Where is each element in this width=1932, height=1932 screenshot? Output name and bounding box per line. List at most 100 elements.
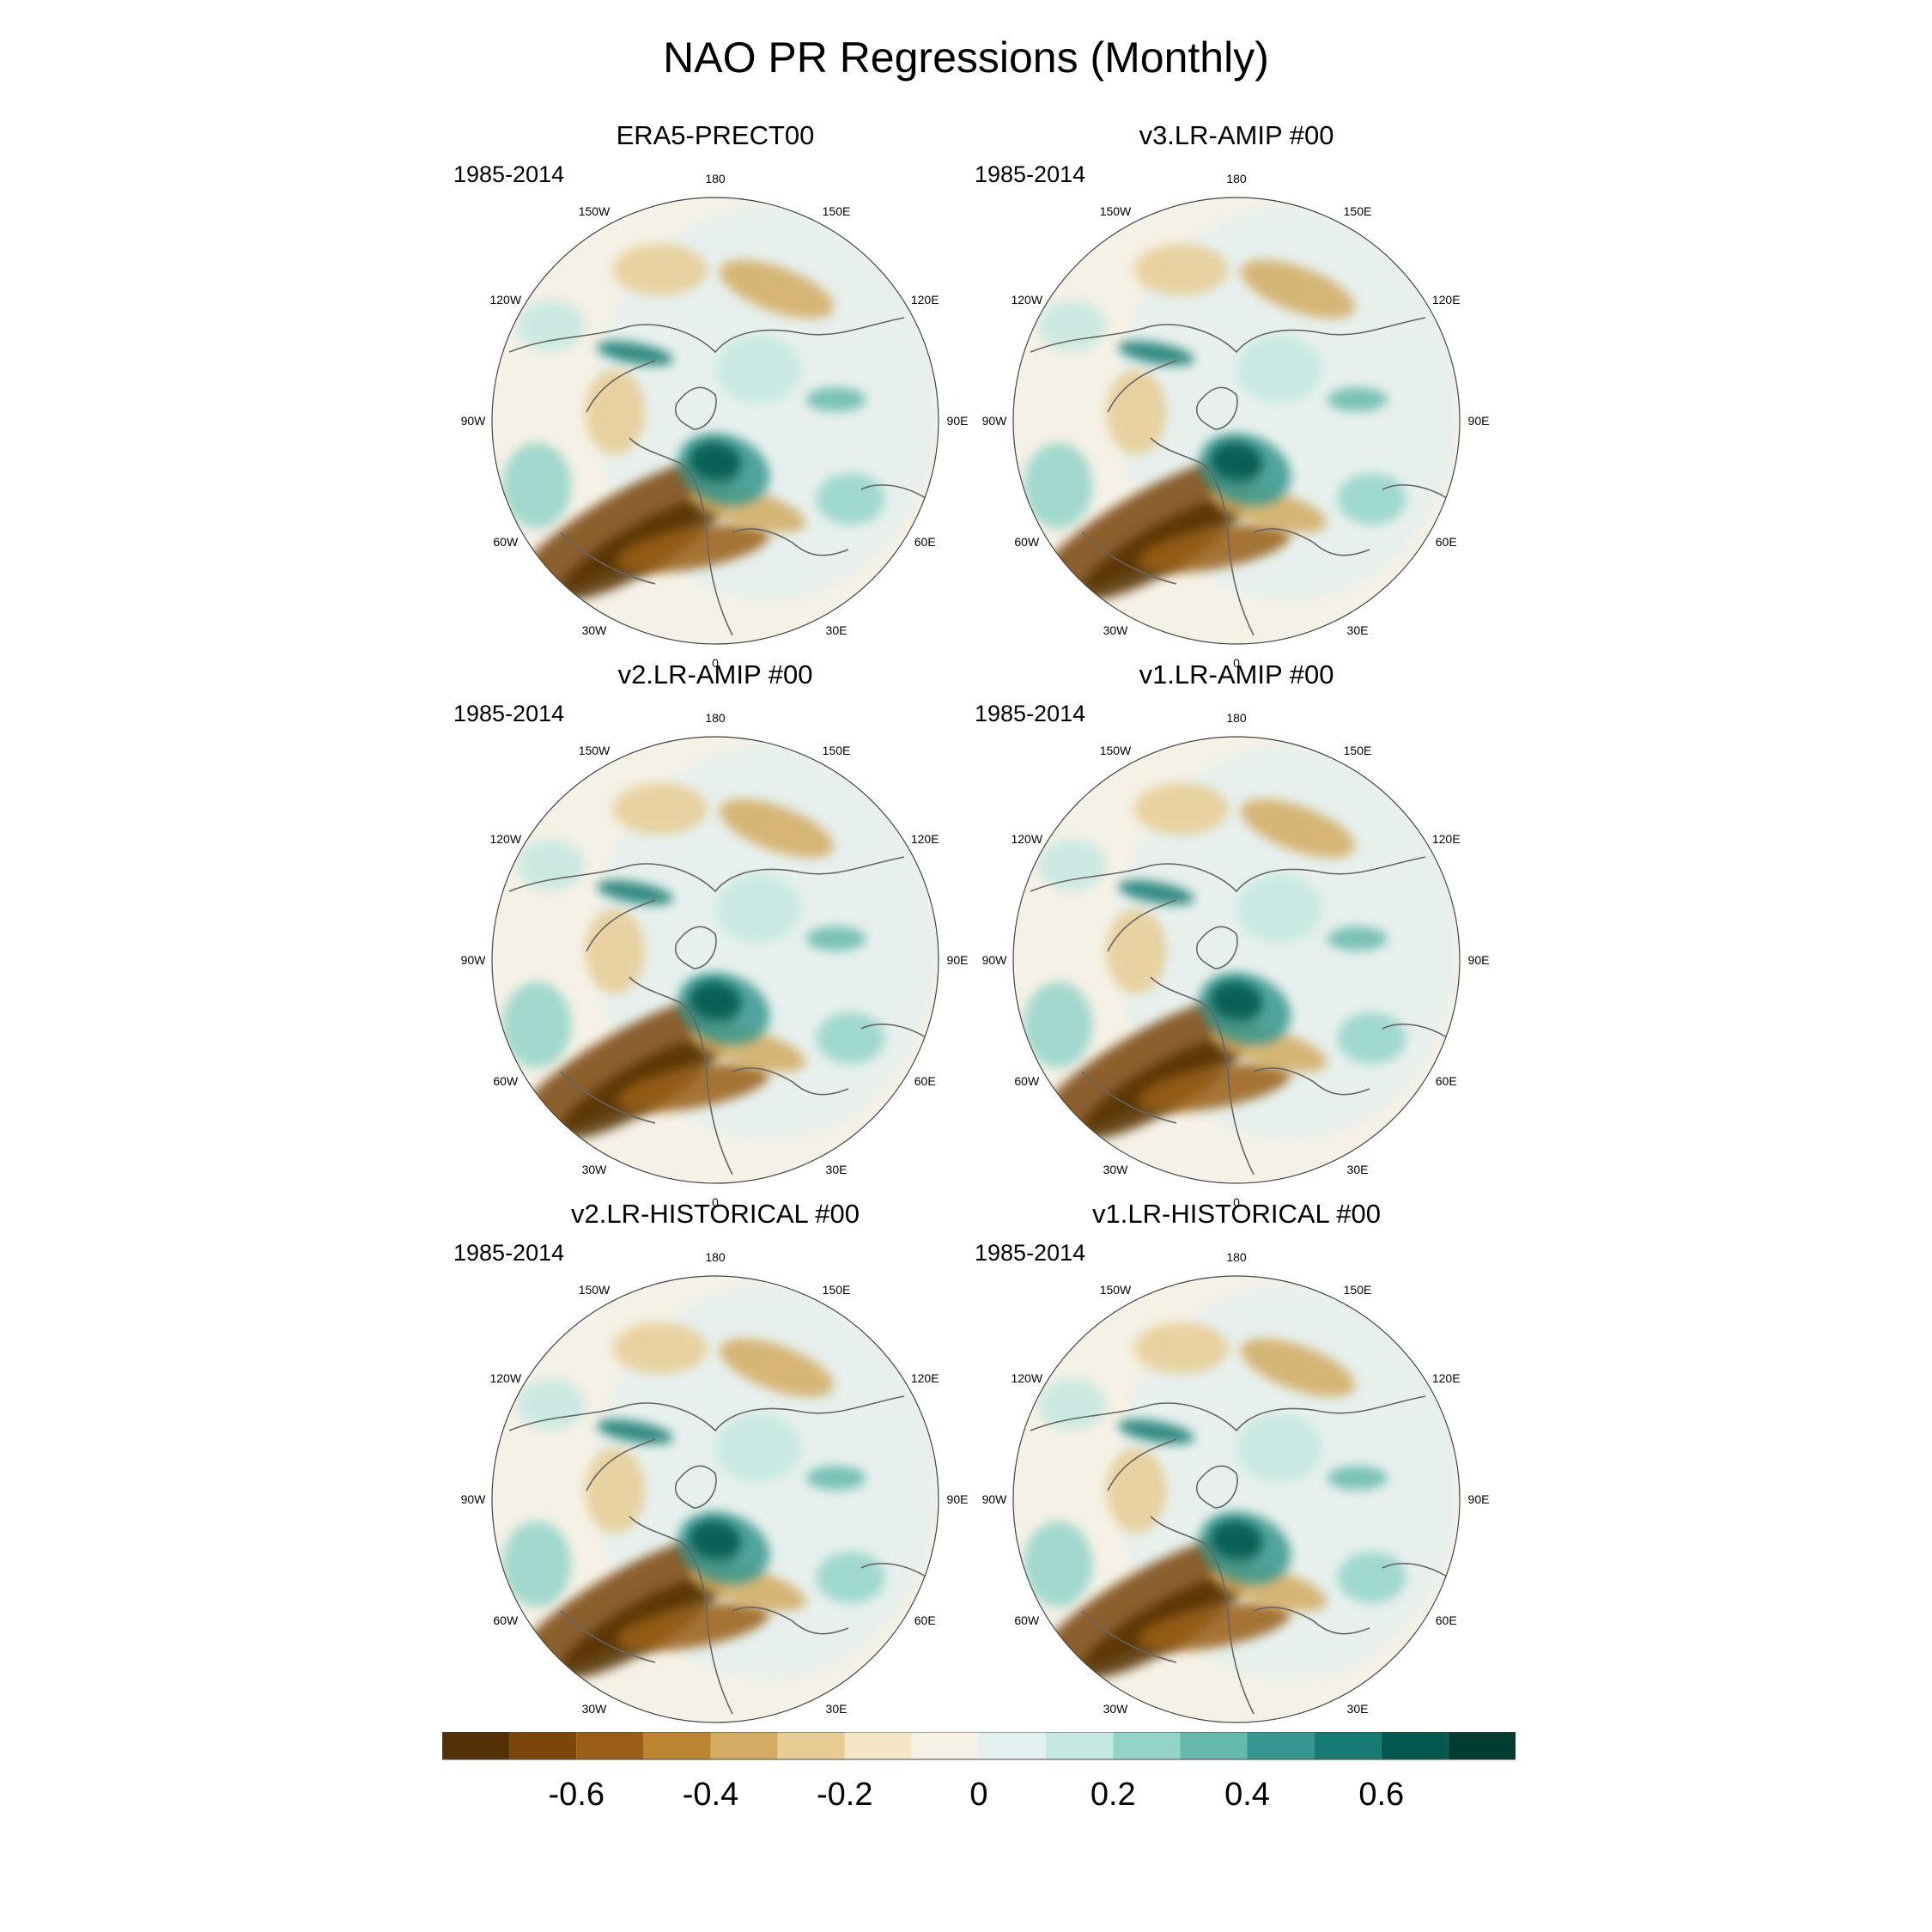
longitude-label: 150W: [579, 744, 611, 757]
anomaly-region: [715, 874, 802, 944]
panel-title: v1.LR-HISTORICAL #00: [1092, 1199, 1381, 1229]
longitude-label: 120E: [1432, 293, 1461, 307]
longitude-label: 90E: [1468, 953, 1490, 967]
coastline: [1081, 1071, 1177, 1124]
colorbar-swatch: [1247, 1732, 1315, 1759]
anomaly-region: [516, 839, 586, 891]
polar-map: 180 150E 120E 90E 60E 30E 0 30W 60W 90W 120W 150W: [982, 711, 1490, 1209]
map-panel: v3.LR-AMIP #00 1985-2014 180 150E 120E 90E 6…: [975, 120, 1494, 670]
longitude-label: 150W: [1100, 204, 1132, 218]
colorbar-tick-label: -0.2: [817, 1777, 872, 1813]
longitude-label: 30E: [1347, 623, 1369, 637]
anomaly-region: [1034, 994, 1261, 1138]
anomaly-region: [1236, 1413, 1323, 1483]
longitude-label: 180: [705, 172, 726, 185]
longitude-label: 150E: [823, 744, 851, 757]
panel-period: 1985-2014: [975, 701, 1086, 726]
anomaly-region: [1133, 783, 1229, 835]
longitude-label: 150E: [1344, 1283, 1372, 1297]
anomaly-region: [1118, 880, 1194, 905]
longitude-label: 90W: [982, 953, 1008, 967]
longitude-label: 60W: [1014, 1613, 1040, 1627]
coastline: [508, 856, 905, 893]
anomaly-region: [612, 783, 708, 835]
longitude-label: 120W: [489, 293, 521, 307]
coastline: [1382, 1563, 1448, 1577]
anomaly-region: [816, 473, 885, 525]
coastline: [1030, 856, 1426, 893]
colorbar-swatch: [442, 1732, 510, 1759]
panel-title: v2.LR-HISTORICAL #00: [571, 1199, 860, 1229]
coastline: [1107, 899, 1177, 952]
colorbar-swatch: [509, 1732, 577, 1759]
colorbar-swatch: [777, 1732, 845, 1759]
longitude-label: 30E: [826, 1163, 848, 1176]
longitude-label: 120E: [1432, 832, 1461, 846]
coastline: [1030, 317, 1426, 354]
anomaly-region: [1211, 981, 1262, 1020]
longitude-label: 180: [705, 711, 726, 725]
longitude-label: 120W: [1011, 293, 1042, 307]
coastline: [860, 1563, 927, 1577]
longitude-label: 150W: [579, 1283, 611, 1297]
colorbar-swatch: [1314, 1732, 1382, 1759]
map-panel: ERA5-PRECT00 1985-2014 180 150E 120E 90E 60E…: [453, 120, 973, 670]
anomaly-region: [1133, 244, 1229, 296]
anomaly-region: [1327, 1466, 1388, 1491]
anomaly-region: [516, 300, 586, 352]
coastline: [560, 1610, 656, 1663]
map-frame: [491, 197, 939, 645]
coastline: [1253, 528, 1370, 556]
longitude-label: 60E: [914, 1074, 936, 1088]
coastline: [586, 360, 656, 413]
coastline: [1253, 1607, 1370, 1635]
longitude-label: 60E: [1436, 1613, 1457, 1627]
anomaly-region: [597, 1419, 673, 1444]
coastline: [586, 899, 656, 952]
longitude-label: 30E: [826, 1702, 848, 1716]
coastline: [629, 1516, 733, 1715]
anomaly-region: [720, 1338, 834, 1398]
colorbar-swatch: [1180, 1732, 1248, 1759]
longitude-label: 150W: [579, 204, 611, 218]
colorbar-swatch: [979, 1732, 1047, 1759]
anomaly-region: [1118, 341, 1194, 366]
coastline: [860, 1024, 927, 1038]
longitude-label: 90E: [947, 1492, 969, 1506]
anomaly-region: [1138, 1602, 1291, 1651]
longitude-label: 30E: [1347, 1702, 1369, 1716]
longitude-label: 90E: [1468, 1492, 1490, 1506]
coastline: [1030, 1395, 1426, 1432]
longitude-label: 120W: [489, 1371, 521, 1385]
coastline: [1382, 1024, 1448, 1038]
anomaly-region: [1211, 1520, 1262, 1559]
anomaly-region: [1118, 1419, 1194, 1444]
anomaly-region: [612, 1322, 708, 1375]
anomaly-region: [1327, 387, 1388, 412]
longitude-label: 120W: [489, 832, 521, 846]
anomaly-region: [1236, 335, 1323, 404]
colorbar-tick-label: 0.2: [1091, 1777, 1136, 1813]
longitude-label: 60E: [914, 535, 936, 549]
anomaly-region: [585, 368, 646, 455]
map-frame: [1012, 197, 1461, 645]
colorbar-swatch: [1448, 1732, 1516, 1759]
polar-map: 180 150E 120E 90E 60E 30E 0 30W 60W 90W 120W 150W: [982, 172, 1490, 670]
anomaly-region: [1337, 1552, 1406, 1603]
longitude-label: 30E: [1347, 1163, 1369, 1176]
anomaly-region: [1037, 839, 1107, 891]
coastline: [732, 1607, 849, 1635]
map-panel: v2.LR-AMIP #00 1985-2014 180 150E 120E 90E 6…: [453, 659, 973, 1209]
coastline: [860, 484, 927, 499]
longitude-label: 120W: [1011, 1371, 1042, 1385]
colorbar-tick-label: 0: [969, 1777, 987, 1813]
anomaly-region: [597, 880, 673, 905]
panel-period: 1985-2014: [975, 161, 1086, 187]
coastline: [1081, 1610, 1177, 1663]
anomaly-region: [1106, 368, 1167, 455]
anomaly-region: [1138, 524, 1291, 573]
anomaly-region: [585, 908, 646, 994]
panel-period: 1985-2014: [453, 161, 565, 187]
anomaly-region: [1024, 1521, 1093, 1607]
longitude-label: 60E: [1436, 1074, 1457, 1088]
